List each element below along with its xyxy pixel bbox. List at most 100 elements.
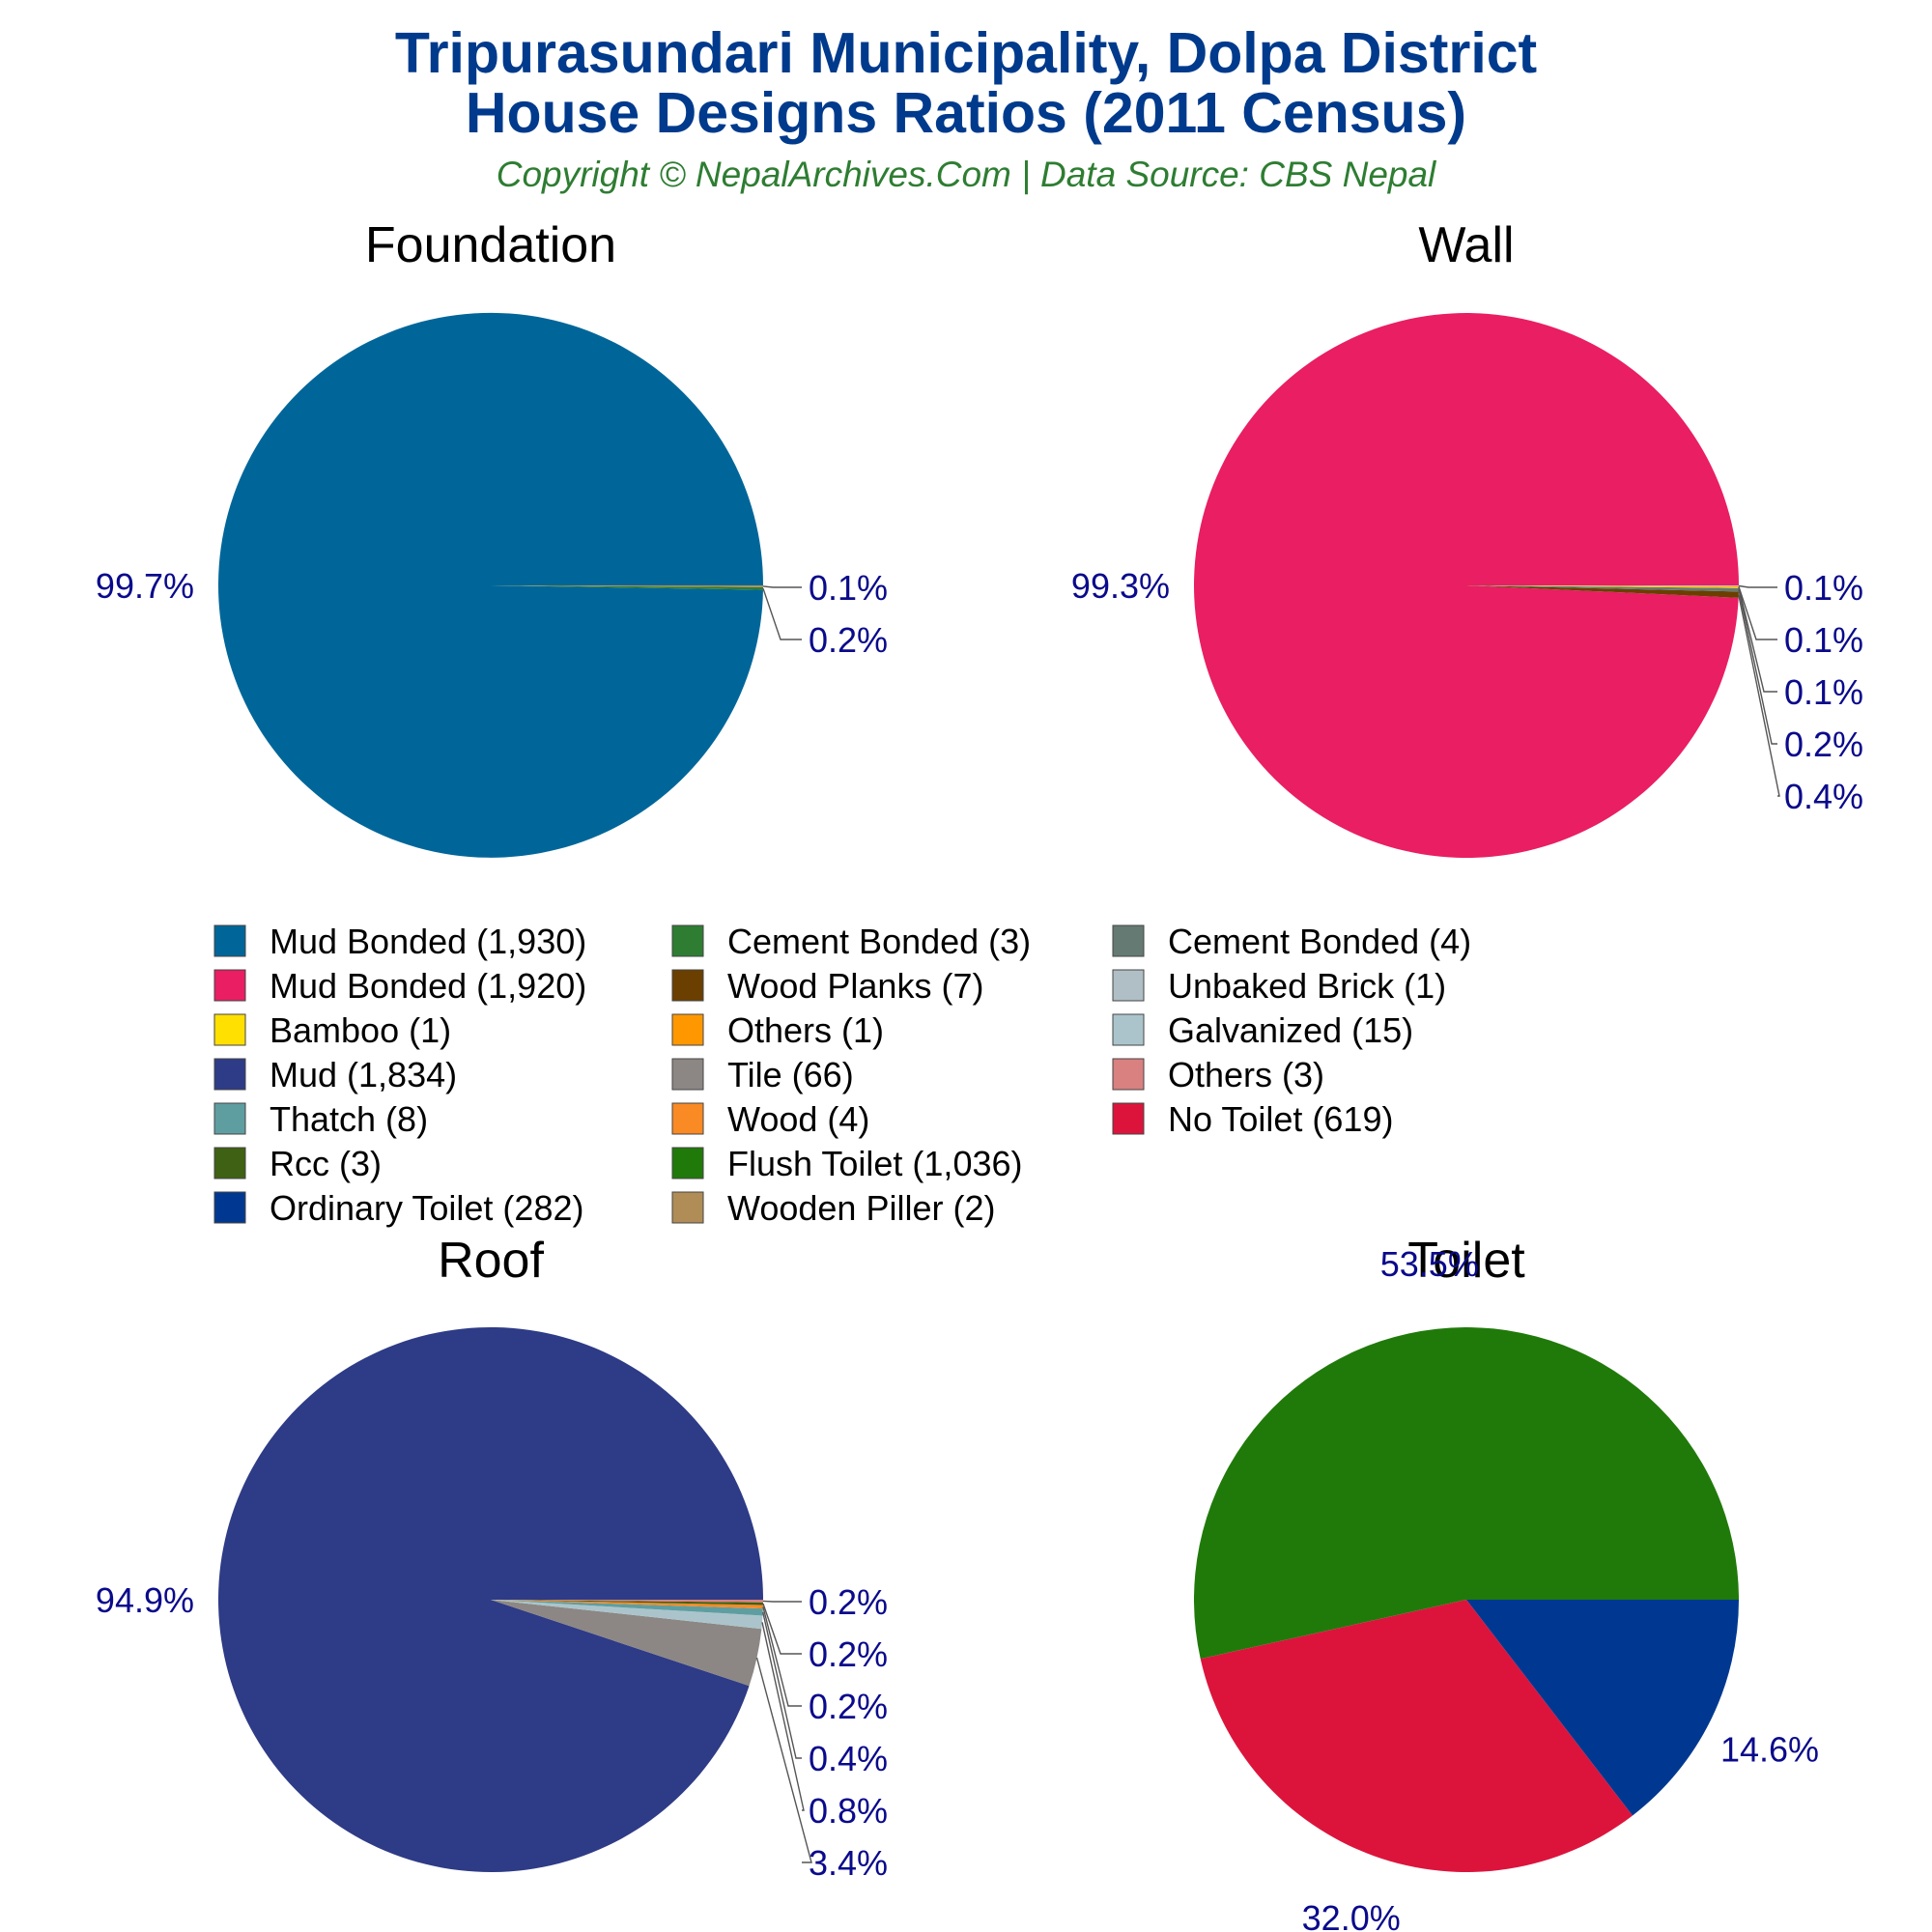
pie-label-wall-others-1: 0.1% — [1784, 620, 1863, 660]
pie-leader-line-foundation — [762, 587, 802, 640]
legend-swatch — [671, 1147, 704, 1179]
legend-item: Flush Toilet (1,036) — [671, 1144, 1023, 1183]
pie-label-foundation-mud-bonded-1-930: 99.7% — [96, 566, 194, 606]
legend-label: Wood (4) — [727, 1099, 869, 1139]
pie-label-roof-mud-1-834: 94.9% — [96, 1580, 194, 1620]
legend-item: Others (1) — [671, 1010, 884, 1050]
pie-title-wall: Wall — [1418, 217, 1514, 273]
pie-leader-line-roof — [762, 1611, 802, 1759]
pie-label-wall-bamboo-1: 0.1% — [1784, 672, 1863, 712]
legend-label: Bamboo (1) — [270, 1010, 451, 1050]
legend-item: Ordinary Toilet (282) — [213, 1188, 583, 1228]
legend-item: Others (3) — [1112, 1055, 1324, 1094]
legend-swatch — [1112, 1058, 1145, 1091]
legend-swatch — [671, 1102, 704, 1135]
legend-item: Thatch (8) — [213, 1099, 428, 1139]
legend-label: Thatch (8) — [270, 1099, 428, 1139]
legend-item: Wooden Piller (2) — [671, 1188, 995, 1228]
pie-slice-toilet-ordinary-toilet-282 — [1466, 1600, 1739, 1816]
legend-item: Bamboo (1) — [213, 1010, 451, 1050]
legend-label: Mud Bonded (1,920) — [270, 966, 586, 1006]
pie-leader-line-roof — [762, 1600, 802, 1603]
legend-item: Tile (66) — [671, 1055, 854, 1094]
legend-swatch — [213, 1191, 246, 1224]
legend-item: Rcc (3) — [213, 1144, 382, 1183]
legend-label: Wood Planks (7) — [727, 966, 983, 1006]
legend-item: Cement Bonded (4) — [1112, 922, 1471, 961]
legend-item: Unbaked Brick (1) — [1112, 966, 1446, 1006]
legend-label: Mud Bonded (1,930) — [270, 922, 586, 961]
legend-label: Galvanized (15) — [1168, 1010, 1413, 1050]
legend-swatch — [213, 924, 246, 957]
legend-swatch — [213, 969, 246, 1002]
pie-charts: Foundation 99.7% 0.1% 0.2% Wall 99.3% 0.1% 0.1%… — [96, 217, 1863, 1932]
legend-label: Others (3) — [1168, 1055, 1324, 1094]
legend-swatch — [671, 1013, 704, 1046]
pie-leader-line-roof — [761, 1622, 805, 1811]
legend-swatch — [671, 969, 704, 1002]
legend-label: Cement Bonded (3) — [727, 922, 1031, 961]
legend-item: Mud Bonded (1,920) — [213, 966, 586, 1006]
pie-foundation: Foundation 99.7% 0.1% 0.2% — [96, 217, 888, 858]
legend-swatch — [1112, 924, 1145, 957]
pie-label-roof-wood-4: 0.2% — [809, 1687, 888, 1726]
legend-label: Others (1) — [727, 1010, 884, 1050]
pie-label-wall-wood-planks-7: 0.4% — [1784, 777, 1863, 816]
pie-leader-line-roof — [755, 1657, 812, 1863]
pie-leader-line-roof — [762, 1606, 802, 1707]
pie-slice-roof-galvanized-15 — [491, 1600, 763, 1630]
legend-label: Cement Bonded (4) — [1168, 922, 1471, 961]
pie-leader-line-wall — [1738, 594, 1780, 797]
legend-swatch — [213, 1058, 246, 1091]
legend-label: Flush Toilet (1,036) — [727, 1144, 1023, 1183]
pie-label-toilet-ordinary-toilet-282: 14.6% — [1720, 1730, 1819, 1770]
pie-label-roof-rcc-3: 0.2% — [809, 1634, 888, 1674]
pie-label-wall-cement-bonded-4: 0.2% — [1784, 724, 1863, 764]
pie-label-wall-mud-bonded-1-920: 99.3% — [1071, 566, 1170, 606]
legend-item: Mud (1,834) — [213, 1055, 457, 1094]
pie-label-roof-tile-66: 3.4% — [809, 1843, 888, 1883]
pie-title-foundation: Foundation — [365, 217, 616, 273]
legend-label: Mud (1,834) — [270, 1055, 457, 1094]
pie-slice-roof-others-3 — [491, 1600, 764, 1603]
pie-slice-wall-wood-planks-7 — [1466, 585, 1739, 598]
legend-swatch — [1112, 1013, 1145, 1046]
legend-item: Cement Bonded (3) — [671, 922, 1031, 961]
pie-roof: Roof 94.9% 0.2% 0.2% 0.2% 0.4% 0.8% 3.4% — [96, 1233, 888, 1883]
legend-swatch — [213, 1013, 246, 1046]
legend-item: No Toilet (619) — [1112, 1099, 1393, 1139]
pie-slice-foundation-mud-bonded-1-930 — [218, 312, 764, 858]
pie-slice-wall-cement-bonded-4 — [1466, 585, 1739, 592]
pie-leader-line-wall — [1738, 589, 1777, 745]
chart-subtitle: Copyright © NepalArchives.Com | Data Sou… — [497, 155, 1437, 194]
legend-label: Ordinary Toilet (282) — [270, 1188, 583, 1228]
pie-label-foundation-cement-bonded-3: 0.2% — [809, 620, 888, 660]
legend-swatch — [671, 1191, 704, 1224]
pie-label-roof-galvanized-15: 0.8% — [809, 1791, 888, 1831]
pie-slice-toilet-flush-toilet-1-036 — [1193, 1327, 1739, 1660]
pie-slice-wall-bamboo-1 — [1466, 585, 1739, 588]
pie-leader-line-foundation — [762, 585, 802, 588]
legend-swatch — [213, 1102, 246, 1135]
legend-item: Wood Planks (7) — [671, 966, 983, 1006]
pie-slice-roof-tile-66 — [491, 1600, 762, 1687]
pie-label-wall-unbaked-brick-1: 0.1% — [1784, 568, 1863, 608]
pie-slice-toilet-no-toilet-619 — [1200, 1600, 1634, 1873]
pie-title-roof: Roof — [438, 1233, 544, 1289]
pie-leader-line-roof — [762, 1603, 802, 1655]
legend-label: Rcc (3) — [270, 1144, 382, 1183]
pie-leader-line-wall — [1738, 586, 1777, 640]
pie-wall: Wall 99.3% 0.1% 0.1% 0.1% 0.2% 0.4% — [1071, 217, 1863, 859]
legend-item: Mud Bonded (1,930) — [213, 922, 586, 961]
pie-slice-wall-unbaked-brick-1 — [1466, 585, 1740, 586]
pie-slice-roof-rcc-3 — [491, 1600, 763, 1605]
pie-label-roof-thatch-8: 0.4% — [809, 1739, 888, 1778]
legend-swatch — [213, 1147, 246, 1179]
pie-slice-roof-thatch-8 — [491, 1600, 763, 1616]
pie-label-toilet-no-toilet-619: 32.0% — [1302, 1898, 1401, 1932]
legend-item: Galvanized (15) — [1112, 1010, 1413, 1050]
pie-slice-wall-others-1 — [1466, 585, 1739, 587]
pie-slice-foundation-cement-bonded-3 — [491, 585, 763, 590]
